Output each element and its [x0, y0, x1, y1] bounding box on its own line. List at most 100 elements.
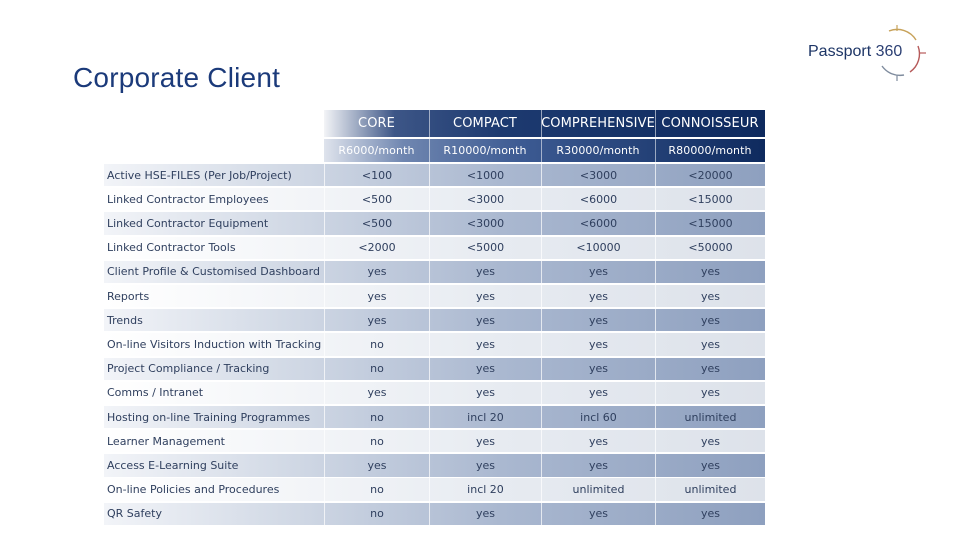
value-compact: <3000 [429, 188, 541, 211]
table-row: Linked Contractor Tools <2000 <5000 <10000 <… [104, 236, 765, 259]
value-core: yes [324, 381, 429, 404]
feature-label: On-line Visitors Induction with Tracking [107, 337, 322, 351]
logo-number: 360 [875, 43, 903, 60]
table-row: Access E-Learning Suite yes yes yes yes [104, 454, 765, 477]
tier-header-compact: COMPACT [453, 116, 517, 131]
value-compact: <5000 [429, 236, 541, 259]
value-core: yes [324, 284, 429, 308]
value-comprehensive: <10000 [541, 236, 655, 259]
value-compact: <3000 [429, 212, 541, 235]
value-comprehensive: yes [541, 284, 655, 308]
feature-label: Comms / Intranet [107, 386, 204, 400]
value-connoisseur: yes [655, 430, 765, 453]
value-comprehensive: <6000 [541, 188, 655, 211]
table-row: Linked Contractor Equipment <500 <3000 <600… [104, 212, 765, 235]
value-comprehensive: yes [541, 357, 655, 380]
feature-label: Linked Contractor Tools [107, 241, 236, 255]
value-comprehensive: yes [541, 309, 655, 332]
value-compact: yes [429, 309, 541, 332]
tier-header-row: CORE COMPACT COMPREHENSIVE CONNOISSEUR [324, 110, 765, 137]
price-row: R6000/month R10000/month R30000/month R8… [324, 139, 765, 162]
value-connoisseur: yes [655, 284, 765, 308]
value-connoisseur: yes [655, 381, 765, 404]
value-core: no [324, 502, 429, 525]
feature-label: On-line Policies and Procedures [107, 483, 280, 497]
feature-label: Linked Contractor Employees [107, 192, 269, 206]
value-comprehensive: unlimited [541, 478, 655, 501]
value-comprehensive: yes [541, 430, 655, 453]
feature-label: Reports [107, 289, 150, 303]
value-core: <2000 [324, 236, 429, 259]
value-connoisseur: yes [655, 260, 765, 284]
table-row: Active HSE-FILES (Per Job/Project) <100 <1… [104, 164, 765, 187]
value-compact: yes [429, 454, 541, 477]
passport-360-logo: Passport 360 [806, 22, 930, 84]
value-connoisseur: unlimited [655, 405, 765, 429]
value-compact: yes [429, 381, 541, 404]
table-row: Reports yes yes yes yes [104, 284, 765, 308]
feature-label: Learner Management [107, 434, 225, 448]
tier-header-connoisseur: CONNOISSEUR [661, 116, 759, 131]
value-compact: incl 20 [429, 405, 541, 429]
value-comprehensive: yes [541, 502, 655, 525]
table-row: Learner Management no yes yes yes [104, 430, 765, 453]
value-comprehensive: yes [541, 454, 655, 477]
feature-label: Project Compliance / Tracking [107, 362, 270, 376]
value-comprehensive: incl 60 [541, 405, 655, 429]
price-core: R6000/month [338, 144, 415, 157]
value-connoisseur: yes [655, 333, 765, 356]
tier-header-core: CORE [358, 116, 395, 131]
value-connoisseur: <15000 [655, 212, 765, 235]
value-compact: yes [429, 284, 541, 308]
table-row: Hosting on-line Training Programmes no inc… [104, 405, 765, 429]
table-row: On-line Policies and Procedures no incl 20… [104, 478, 765, 501]
table-row: On-line Visitors Induction with Tracking… [104, 333, 765, 356]
value-compact: yes [429, 333, 541, 356]
value-core: <500 [324, 212, 429, 235]
value-compact: <1000 [429, 164, 541, 187]
value-comprehensive: yes [541, 260, 655, 284]
value-core: no [324, 405, 429, 429]
table-row: Comms / Intranet yes yes yes yes [104, 381, 765, 404]
value-comprehensive: <3000 [541, 164, 655, 187]
value-comprehensive: <6000 [541, 212, 655, 235]
feature-label: Hosting on-line Training Programmes [107, 410, 311, 424]
feature-label: Active HSE-FILES (Per Job/Project) [107, 168, 292, 182]
feature-label: Linked Contractor Equipment [107, 217, 269, 231]
logo-word: Passport [808, 43, 872, 60]
table-row: Project Compliance / Tracking no yes yes yes [104, 357, 765, 380]
value-connoisseur: yes [655, 357, 765, 380]
feature-label: Client Profile & Customised Dashboard [107, 265, 320, 279]
value-comprehensive: yes [541, 381, 655, 404]
table-row: Client Profile & Customised Dashboard yes… [104, 260, 765, 284]
slide-title: Corporate Client [73, 62, 281, 93]
price-comprehensive: R30000/month [556, 144, 640, 157]
value-compact: yes [429, 260, 541, 284]
value-compact: yes [429, 357, 541, 380]
value-compact: yes [429, 430, 541, 453]
tier-header-comprehensive: COMPREHENSIVE [541, 116, 655, 131]
value-core: <500 [324, 188, 429, 211]
value-connoisseur: yes [655, 309, 765, 332]
feature-label: Trends [107, 313, 143, 327]
table-row: Linked Contractor Employees <500 <3000 <600… [104, 188, 765, 211]
logo-ring-icon [881, 25, 926, 81]
value-core: yes [324, 260, 429, 284]
value-core: no [324, 478, 429, 501]
price-connoisseur: R80000/month [668, 144, 752, 157]
value-connoisseur: unlimited [655, 478, 765, 501]
value-connoisseur: <20000 [655, 164, 765, 187]
value-connoisseur: <50000 [655, 236, 765, 259]
value-compact: incl 20 [429, 478, 541, 501]
value-core: <100 [324, 164, 429, 187]
value-core: no [324, 357, 429, 380]
feature-rows: Active HSE-FILES (Per Job/Project) <100 <1… [104, 164, 765, 525]
pricing-table: CORE COMPACT COMPREHENSIVE CONNOISSEUR R… [104, 110, 765, 527]
table-row: Trends yes yes yes yes [104, 309, 765, 332]
value-compact: yes [429, 502, 541, 525]
value-connoisseur: yes [655, 454, 765, 477]
value-core: no [324, 333, 429, 356]
value-comprehensive: yes [541, 333, 655, 356]
feature-label: Access E-Learning Suite [107, 458, 239, 472]
table-row: QR Safety no yes yes yes [104, 502, 765, 525]
